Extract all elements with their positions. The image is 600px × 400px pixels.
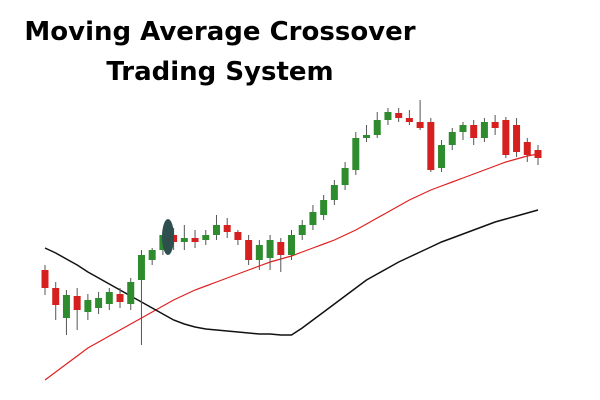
candle-body: [95, 298, 103, 308]
candle-body: [320, 200, 328, 215]
candle-body: [137, 255, 145, 280]
candle-body: [223, 225, 231, 232]
candle-body: [459, 125, 467, 132]
candle-body: [480, 122, 488, 138]
candle-body: [234, 232, 242, 240]
candle-body: [180, 238, 188, 242]
candle-body: [448, 132, 456, 145]
candle-body: [427, 122, 435, 170]
candle-body: [202, 235, 210, 240]
candle-body: [266, 240, 274, 258]
candle-body: [84, 300, 92, 312]
candle-body: [191, 238, 199, 242]
candle-body: [438, 145, 446, 168]
candle-body: [384, 112, 392, 120]
candle-body: [127, 282, 135, 304]
candle-body: [352, 138, 360, 170]
moving-average-line: [44, 153, 539, 381]
candle-body: [363, 135, 371, 138]
candle-body: [298, 225, 306, 235]
candle-body: [405, 118, 413, 122]
candle-body: [491, 122, 499, 128]
moving-average-line: [44, 209, 539, 336]
candle-body: [373, 120, 381, 135]
candle-body: [212, 225, 220, 235]
candle-body: [395, 113, 403, 118]
candle-body: [341, 168, 349, 185]
highlight: [162, 219, 174, 255]
candle-body: [62, 295, 70, 318]
candle-body: [105, 292, 113, 304]
candle-body: [416, 122, 424, 128]
candle-body: [255, 245, 263, 260]
candle-body: [330, 185, 338, 200]
candle-body: [534, 150, 542, 158]
candle-body: [41, 270, 49, 288]
candle-body: [523, 142, 531, 155]
candle-body: [277, 242, 285, 255]
candle-body: [309, 212, 317, 225]
candle-body: [502, 120, 510, 155]
candle-body: [288, 235, 295, 255]
candle-body: [52, 288, 60, 305]
candle-body: [513, 125, 521, 152]
candle-body: [116, 294, 124, 302]
candle-body: [148, 250, 156, 260]
candle-body: [73, 296, 81, 310]
chart-title: Moving Average Crossover Trading System: [24, 17, 416, 87]
candle-body: [245, 240, 253, 260]
candle-body: [470, 125, 478, 138]
